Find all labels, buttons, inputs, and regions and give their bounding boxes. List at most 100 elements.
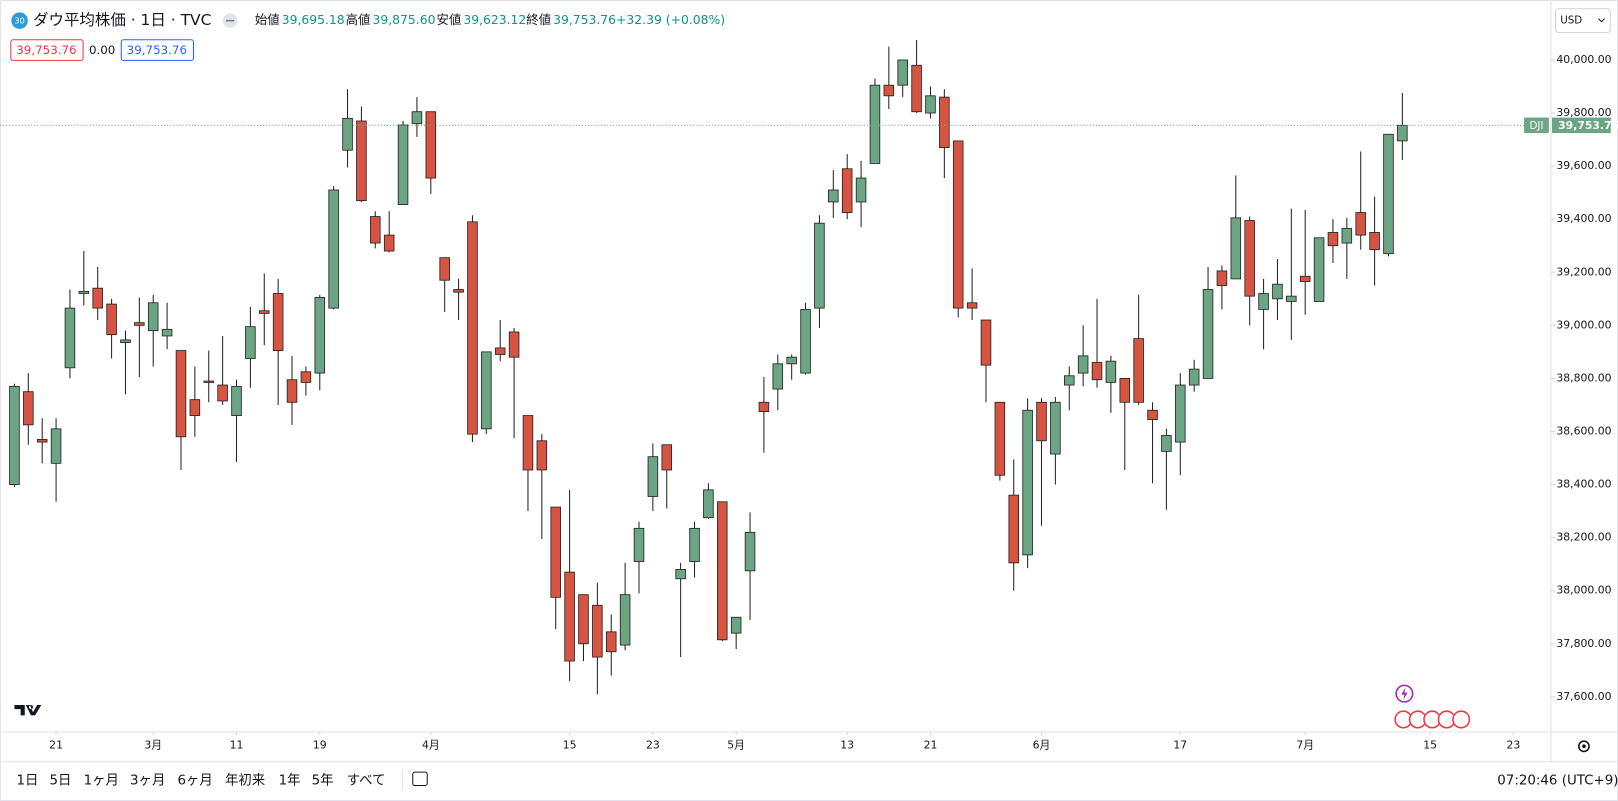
plot-area: [0, 40, 1550, 695]
candle-body: [564, 571, 575, 662]
timeframe-button[interactable]: 6ヶ月: [177, 773, 212, 788]
badge-text: 30: [14, 16, 24, 26]
chart-title[interactable]: ダウ平均株価 · 1日 · TVC: [33, 11, 211, 29]
last-symbol: DJI: [1529, 120, 1543, 132]
candle-body: [217, 384, 228, 402]
y-tick-label: 38,600.00: [1556, 424, 1611, 437]
legend-value: 39,875.60: [373, 13, 436, 27]
currency-button[interactable]: [1555, 8, 1611, 34]
y-tick-label: 37,600.00: [1556, 690, 1611, 703]
candle-body: [328, 189, 339, 309]
symbol-badge: [1524, 117, 1549, 134]
x-tick-label: 7月: [1296, 738, 1314, 751]
timeframe-button[interactable]: 3ヶ月: [130, 773, 165, 788]
timeframe-button[interactable]: 5日: [50, 773, 72, 788]
timeframe-button[interactable]: 5年: [312, 772, 334, 788]
price-box-label: 39,753.76: [16, 43, 76, 57]
candle-body: [272, 293, 284, 351]
candle-body: [147, 302, 159, 332]
candle-body: [1272, 283, 1283, 300]
settings-icon[interactable]: [1578, 740, 1590, 753]
x-tick-label: 19: [313, 738, 327, 751]
candle-body: [370, 216, 381, 244]
candle-body: [231, 385, 242, 416]
candle-body: [647, 456, 659, 497]
candle-body: [203, 380, 215, 383]
candle-body: [772, 363, 784, 390]
x-tick-label: 15: [1423, 738, 1437, 751]
candle-body: [855, 177, 867, 203]
x-tick-label: 5月: [727, 738, 745, 751]
candle-body: [1202, 289, 1214, 379]
candle-body: [1244, 220, 1255, 297]
candle-body: [1050, 401, 1061, 455]
candle-body: [869, 84, 881, 164]
currency: USD: [1560, 15, 1582, 27]
timeframe-button[interactable]: 1年: [279, 772, 301, 788]
candle-body: [92, 287, 103, 309]
candle-body: [1383, 133, 1394, 255]
y-tick-label: 39,200.00: [1556, 265, 1611, 278]
currency-caret: [1598, 18, 1605, 23]
candle-body: [1188, 368, 1200, 386]
timeframe-button[interactable]: 年初来: [225, 772, 265, 788]
candle-body: [1105, 360, 1117, 383]
legend-value: 39,753.76: [553, 13, 616, 27]
candle-body: [120, 339, 131, 343]
candle-body: [925, 95, 936, 114]
x-tick-label: 23: [646, 738, 660, 751]
candle-body: [786, 356, 797, 365]
price-box-label: 39,753.76: [127, 43, 187, 57]
candle-body: [189, 399, 201, 416]
candle-body: [1036, 401, 1047, 442]
candle-body: [1133, 338, 1144, 403]
x-tick-label: 6月: [1033, 738, 1051, 751]
y-tick-label: 38,400.00: [1556, 478, 1611, 491]
candle-body: [828, 189, 839, 203]
economic-events[interactable]: [1394, 710, 1471, 729]
y-tick-label: 38,800.00: [1556, 371, 1611, 384]
flag-icon[interactable]: [1452, 710, 1471, 729]
candle-body: [36, 439, 48, 443]
x-tick-label: 21: [924, 738, 938, 751]
candle-body: [841, 168, 853, 213]
candle-body: [744, 531, 756, 572]
candle-body: [939, 96, 950, 148]
candle-body: [966, 302, 978, 309]
legend-value: 39,695.18: [282, 13, 345, 27]
candle-body: [1119, 377, 1131, 403]
clock[interactable]: 07:20:46 (UTC+9): [1497, 773, 1618, 788]
candle-body: [494, 347, 506, 355]
candle-body: [550, 506, 561, 598]
candle-body: [1175, 384, 1186, 443]
candle-body: [1299, 275, 1311, 282]
candle-body: [1258, 293, 1269, 310]
y-tick-label: 39,000.00: [1556, 318, 1611, 331]
candle-body: [356, 120, 367, 202]
candle-body: [952, 140, 964, 309]
logo[interactable]: [14, 705, 42, 716]
price-box: [10, 39, 84, 61]
timeframe-button[interactable]: すべて: [347, 772, 386, 788]
candle-body: [1355, 212, 1366, 236]
candle-body: [883, 84, 895, 97]
goto-date-icon[interactable]: [412, 771, 428, 787]
x-tick-label: 11: [230, 738, 244, 751]
candle-body: [314, 297, 326, 374]
candle-body: [980, 319, 992, 366]
candle-body: [619, 594, 631, 646]
legend-name: 安値: [436, 12, 461, 27]
y-tick-label: 38,000.00: [1556, 584, 1611, 597]
candle-body: [64, 307, 76, 369]
timeframe-button[interactable]: 1ヶ月: [84, 773, 119, 788]
candle-body: [730, 616, 742, 634]
y-tick-label: 38,200.00: [1556, 531, 1611, 544]
y-tick-label: 37,800.00: [1556, 637, 1611, 650]
price-box: [120, 39, 194, 61]
candle-body: [508, 331, 520, 358]
candle-body: [411, 111, 423, 125]
timeframe-button[interactable]: 1日: [17, 773, 39, 788]
event-bolt: [1401, 687, 1408, 700]
